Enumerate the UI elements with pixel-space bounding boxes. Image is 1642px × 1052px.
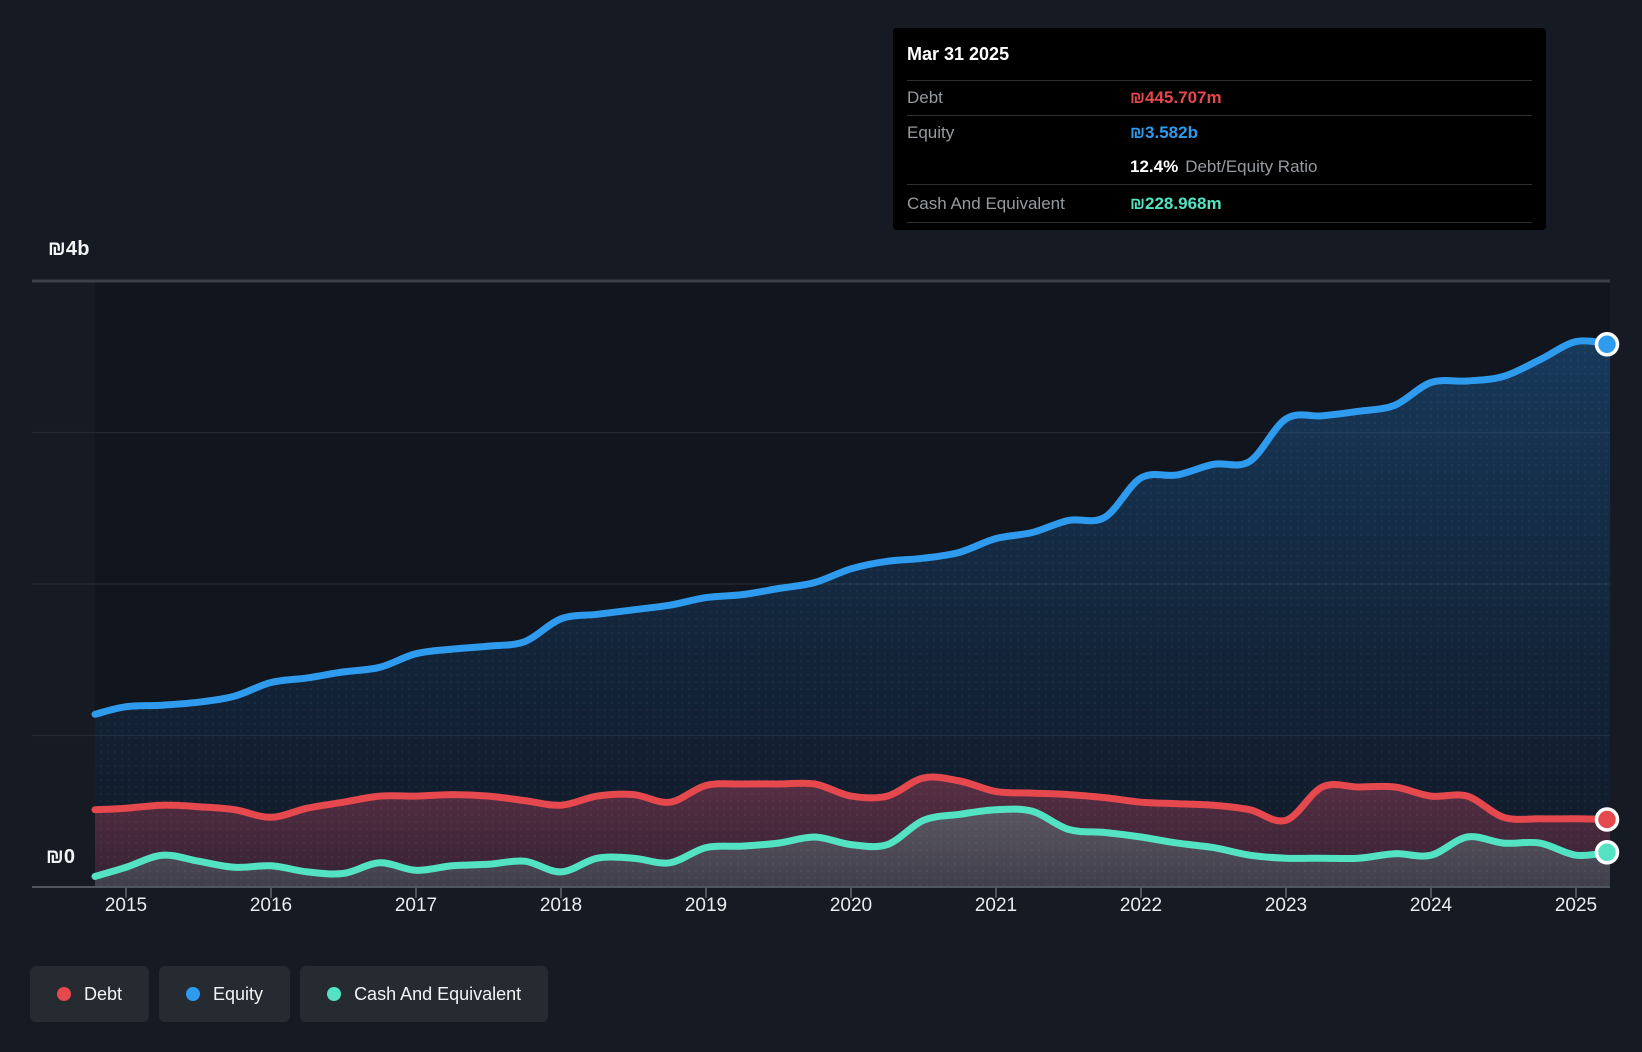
tooltip-row-ratio: 12.4% Debt/Equity Ratio [907,150,1532,185]
tooltip: Mar 31 2025 Debt ₪445.707m Equity ₪3.582… [893,28,1546,230]
tooltip-debt-label: Debt [907,88,943,107]
equity-line [91,337,1614,718]
x-axis-label: 2016 [249,895,293,916]
tooltip-row-cash: Cash And Equivalent ₪228.968m [907,185,1532,223]
tooltip-row-debt: Debt ₪445.707m [907,81,1532,116]
tooltip-equity-label: Equity [907,123,955,142]
equity-endpoint-dot [1594,332,1620,357]
debt-series-dot-icon [57,987,71,1001]
tooltip-row-equity: Equity ₪3.582b [907,116,1532,150]
equity-series-dot-icon [186,987,201,1001]
tooltip-debt-value: ₪445.707m [1130,88,1222,107]
legend: Debt Equity Cash And Equivalent [30,966,549,1022]
cash-series-dot-icon [327,987,342,1001]
y-axis-label-zero: ₪0 [46,846,76,868]
legend-label: Cash And Equivalent [354,983,522,1004]
tooltip-title: Mar 31 2025 [907,28,1532,81]
x-axis-label: 2022 [1119,895,1163,916]
legend-item-equity[interactable]: Equity [159,966,291,1022]
x-axis-label: 2015 [104,895,148,916]
tooltip-cash-label: Cash And Equivalent [907,193,1065,213]
x-axis-label: 2019 [684,895,728,916]
x-axis-label: 2024 [1409,895,1453,916]
x-axis-label: 2018 [539,895,583,916]
tooltip-cash-value: ₪228.968m [1130,193,1222,213]
tooltip-ratio-value: 12.4% [1130,157,1179,176]
tooltip-equity-value: ₪3.582b [1130,123,1198,142]
legend-item-debt[interactable]: Debt [30,966,150,1022]
legend-label: Equity [213,983,264,1004]
y-axis-label-top: ₪4b [48,238,90,260]
x-axis-label: 2017 [394,895,438,916]
x-axis-label: 2025 [1554,895,1598,916]
legend-label: Debt [84,983,123,1004]
cash-and-equivalent-line [91,805,1614,880]
legend-item-cash[interactable]: Cash And Equivalent [300,966,549,1022]
x-axis-label: 2020 [829,895,873,916]
cash-and-equivalent-endpoint-dot [1594,840,1620,865]
tooltip-ratio-label: Debt/Equity Ratio [1185,157,1318,176]
debt-endpoint-dot [1594,807,1620,832]
debt-line [91,773,1614,825]
x-axis-label: 2023 [1264,895,1308,916]
x-axis-label: 2021 [974,895,1018,916]
